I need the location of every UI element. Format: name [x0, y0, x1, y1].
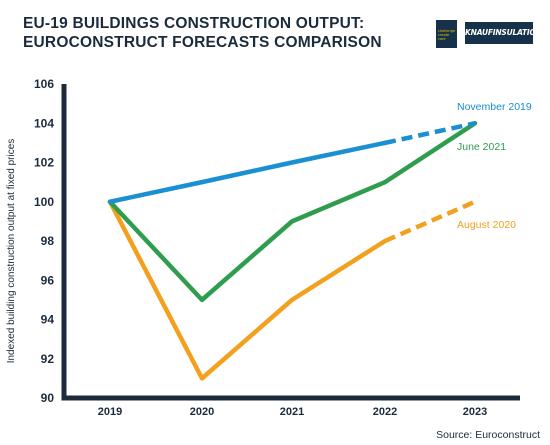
y-tick-label: 106: [34, 77, 54, 91]
source-note: Source: Euroconstruct: [436, 429, 540, 441]
knauf-logo-text: KNAUFINSULATION: [465, 28, 542, 37]
x-tick-label: 2022: [373, 406, 397, 418]
chart-title: EU-19 BUILDINGS CONSTRUCTION OUTPUT: EUR…: [23, 14, 382, 52]
series-line-solid: [107, 199, 388, 381]
y-tick-label: 102: [34, 156, 54, 170]
x-tick-label: 2020: [190, 406, 214, 418]
title-line-2: EUROCONSTRUCT FORECASTS COMPARISON: [23, 34, 382, 51]
series-label: June 2021: [457, 141, 506, 153]
y-tick-label: 96: [41, 273, 55, 287]
series-line-solid: [107, 121, 478, 303]
y-tick-label: 100: [34, 195, 54, 209]
x-tick-label: 2023: [463, 406, 487, 418]
x-tick-label: 2019: [98, 406, 122, 418]
series-line-solid: [107, 140, 388, 204]
title-line-1: EU-19 BUILDINGS CONSTRUCTION OUTPUT:: [23, 15, 365, 32]
y-tick-label: 98: [41, 234, 55, 248]
series-label: August 2020: [457, 219, 516, 231]
y-tick-label: 104: [34, 116, 54, 130]
y-tick-label: 92: [41, 352, 55, 366]
challenge-logo: challenge create care: [436, 20, 457, 48]
series-line-dashed: [384, 121, 476, 146]
y-axis-label: Indexed building construction output at …: [6, 139, 17, 364]
knauf-insulation-logo: KNAUFINSULATION: [465, 22, 542, 44]
challenge-logo-text: challenge create care: [438, 29, 455, 41]
y-tick-label: 94: [41, 313, 55, 327]
series-label: November 2019: [457, 101, 532, 113]
y-tick-label: 90: [41, 391, 55, 405]
x-tick-label: 2021: [280, 406, 304, 418]
